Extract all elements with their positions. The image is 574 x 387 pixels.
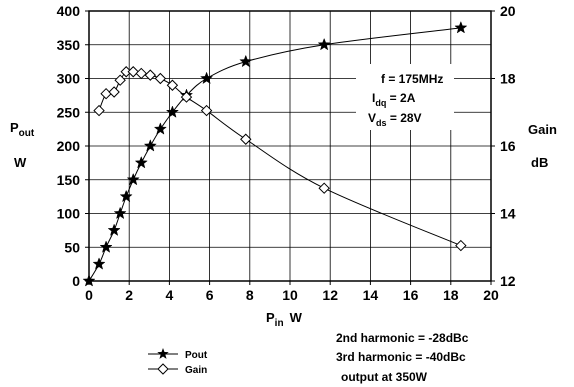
gain-point-2 — [108, 86, 120, 98]
right-axis-label: Gain dB — [528, 122, 557, 170]
harmonic-note-2nd: 2nd harmonic = -28dBc — [336, 331, 469, 345]
gain-point-14 — [455, 239, 467, 252]
pout-point-7 — [134, 155, 148, 169]
left-tick-label-7: 350 — [57, 37, 81, 53]
left-axis-ticks: 0 50 100 150 200 250 300 350 400 — [57, 3, 89, 289]
right-axis-label-main: Gain — [528, 122, 557, 137]
legend: Pout Gain — [148, 348, 208, 376]
right-tick-label-0: 12 — [500, 273, 516, 289]
series-markers — [82, 20, 468, 287]
pout-point-6 — [126, 172, 140, 186]
gain-point-8 — [154, 72, 167, 85]
gain-point-12 — [240, 133, 252, 145]
legend-gain-diamond-marker — [157, 363, 169, 375]
right-tick-label-2: 16 — [500, 138, 516, 154]
x-tick-label-7: 14 — [363, 287, 379, 303]
right-axis-unit: dB — [531, 155, 548, 170]
svg-text:Pout: Pout — [10, 120, 35, 139]
vds-label: Vds = 28V — [368, 111, 422, 128]
legend-item-pout: Pout — [148, 348, 208, 361]
legend-pout-label: Pout — [185, 350, 208, 361]
legend-gain-label: Gain — [185, 365, 207, 376]
legend-pout-star-marker — [157, 348, 169, 359]
conditions-box-bg — [356, 64, 454, 130]
x-axis-ticks: 0 2 4 6 8 10 12 14 16 18 20 — [85, 281, 499, 303]
right-tick-label-3: 18 — [500, 71, 516, 87]
harmonic-note-output: output at 350W — [341, 370, 428, 384]
left-axis-label-main: P — [10, 120, 19, 135]
pout-point-9 — [153, 122, 167, 135]
frequency-label: f = 175MHz — [381, 72, 443, 86]
left-tick-label-5: 250 — [57, 104, 81, 120]
x-axis-unit: W — [290, 310, 303, 325]
x-tick-label-5: 10 — [282, 287, 298, 303]
gain-point-10 — [180, 91, 193, 103]
x-tick-label-6: 12 — [322, 287, 338, 303]
left-axis-label: Pout W — [10, 120, 35, 170]
left-axis-label-sub: out — [19, 128, 35, 139]
left-tick-label-3: 150 — [57, 172, 81, 188]
pout-point-0 — [82, 274, 96, 287]
left-tick-label-2: 100 — [57, 206, 81, 222]
right-tick-label-1: 14 — [500, 206, 516, 222]
gain-point-7 — [144, 69, 157, 81]
pout-point-5 — [119, 189, 133, 203]
gain-point-11 — [200, 104, 213, 117]
gain-point-0 — [93, 104, 105, 117]
pout-point-13 — [239, 54, 253, 68]
x-tick-label-9: 18 — [443, 287, 459, 303]
x-axis-label-main: P — [266, 310, 275, 325]
x-tick-label-8: 16 — [403, 287, 419, 303]
left-tick-label-8: 400 — [57, 3, 81, 19]
gain-point-13 — [318, 182, 330, 194]
idq-label: Idq = 2A — [372, 91, 416, 108]
x-tick-label-2: 4 — [166, 287, 174, 303]
x-tick-label-0: 0 — [85, 287, 93, 303]
gain-point-3 — [114, 74, 126, 86]
right-axis-ticks: 12 14 16 18 20 — [491, 3, 516, 289]
x-tick-label-4: 8 — [246, 287, 254, 303]
pout-point-14 — [317, 37, 331, 51]
pout-point-10 — [165, 105, 179, 118]
x-tick-label-3: 6 — [206, 287, 214, 303]
conditions-box: f = 175MHz Idq = 2A Vds = 28V — [356, 64, 454, 130]
legend-item-gain: Gain — [148, 363, 207, 376]
x-tick-label-10: 20 — [483, 287, 499, 303]
gain-point-9 — [166, 79, 179, 91]
left-tick-label-6: 300 — [57, 71, 81, 87]
pout-point-15 — [454, 20, 468, 34]
x-tick-label-1: 2 — [125, 287, 133, 303]
pout-point-8 — [143, 139, 157, 152]
harmonic-note-3rd: 3rd harmonic = -40dBc — [336, 350, 466, 364]
gain-point-5 — [127, 66, 139, 78]
x-axis-label-sub: in — [275, 318, 284, 329]
pout-point-1 — [92, 257, 106, 270]
pout-point-12 — [200, 71, 214, 85]
left-tick-label-1: 50 — [64, 239, 80, 255]
gain-point-6 — [135, 67, 147, 80]
left-axis-unit: W — [14, 155, 27, 170]
pout-point-2 — [99, 240, 113, 253]
x-axis-label: Pin W — [266, 310, 303, 329]
pout-point-3 — [107, 223, 121, 236]
right-tick-label-4: 20 — [500, 3, 516, 19]
pout-point-4 — [113, 206, 127, 220]
left-tick-label-0: 0 — [72, 273, 80, 289]
left-tick-label-4: 200 — [57, 138, 81, 154]
